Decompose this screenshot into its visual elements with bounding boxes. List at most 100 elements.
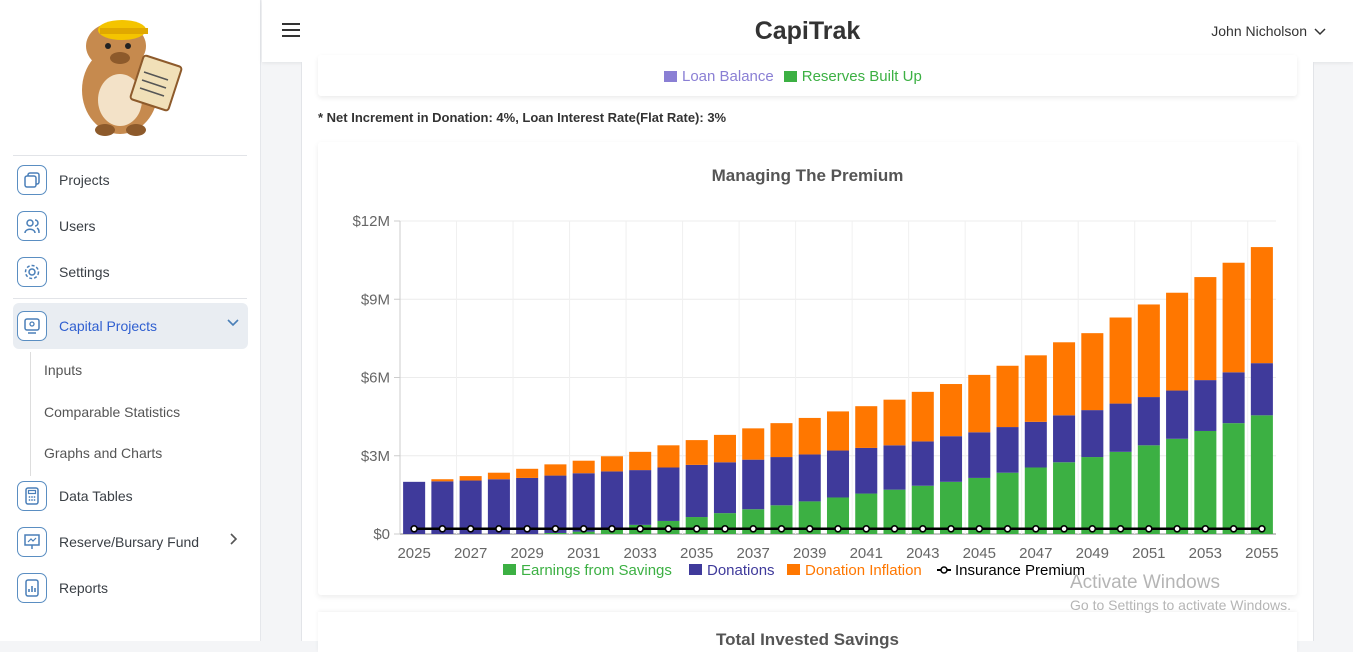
- sidebar-item-capital-projects[interactable]: Capital Projects: [13, 303, 248, 349]
- x-tick-label: 2045: [963, 545, 996, 562]
- bar-donations: [431, 481, 454, 534]
- bar-donations: [1053, 415, 1076, 463]
- bar-donations: [1081, 410, 1104, 458]
- bar-earnings-from-savings: [855, 493, 878, 534]
- x-tick-label: 2049: [1076, 545, 1109, 562]
- sidebar-item-label: Settings: [59, 264, 110, 280]
- legend-label: Loan Balance: [682, 68, 774, 85]
- bar-donation-inflation: [742, 428, 765, 460]
- bar-earnings-from-savings: [996, 472, 1019, 534]
- insurance-premium-point: [749, 524, 758, 533]
- bar-earnings-from-savings: [940, 481, 963, 534]
- bar-donations: [544, 475, 567, 533]
- x-tick-label: 2037: [737, 545, 770, 562]
- calculator-icon: [17, 481, 47, 511]
- topbar: CapiTrak John Nicholson: [262, 0, 1353, 62]
- x-tick-label: 2051: [1132, 545, 1165, 562]
- bar-donation-inflation: [544, 464, 567, 476]
- bar-donations: [403, 481, 426, 534]
- sub-item-graphs-and-charts[interactable]: Graphs and Charts: [44, 445, 163, 461]
- insurance-premium-point: [1229, 524, 1238, 533]
- bar-earnings-from-savings: [1194, 430, 1217, 534]
- bar-donations: [855, 447, 878, 494]
- insurance-premium-point: [1201, 524, 1210, 533]
- bar-donation-inflation: [657, 445, 680, 468]
- bar-earnings-from-savings: [770, 505, 793, 534]
- bar-donation-inflation: [431, 479, 454, 482]
- sidebar-item-reports[interactable]: Reports: [13, 566, 248, 610]
- bar-earnings-from-savings: [798, 501, 821, 534]
- insurance-premium-point: [664, 524, 673, 533]
- hamburger-menu-icon[interactable]: [282, 23, 300, 39]
- insurance-premium-point: [608, 524, 616, 533]
- bar-donation-inflation: [600, 456, 623, 472]
- sidebar-item-data-tables[interactable]: Data Tables: [13, 474, 248, 518]
- chevron-down-icon: [227, 319, 239, 327]
- bar-donations: [1166, 390, 1189, 439]
- bar-donation-inflation: [855, 406, 878, 448]
- gear-icon: [17, 257, 47, 287]
- watermark-line1: Activate Windows: [1070, 572, 1220, 593]
- insurance-premium-point: [918, 524, 927, 533]
- top-chart-legend: Loan Balance Reserves Built Up: [664, 68, 932, 85]
- bar-donation-inflation: [685, 440, 708, 465]
- x-tick-label: 2053: [1189, 545, 1222, 562]
- legend-label: Insurance Premium: [955, 562, 1085, 579]
- user-menu[interactable]: John Nicholson: [1211, 23, 1327, 39]
- insurance-premium-point: [1116, 524, 1125, 533]
- monitor-user-icon: [17, 311, 47, 341]
- sidebar-item-settings[interactable]: Settings: [13, 250, 248, 294]
- bar-donations: [798, 454, 821, 502]
- legend-item-reserves[interactable]: Reserves Built Up: [783, 68, 922, 85]
- insurance-premium-point: [1088, 524, 1097, 533]
- insurance-premium-point: [1060, 524, 1068, 533]
- bar-donation-inflation: [1194, 277, 1217, 381]
- y-tick-label: $0: [373, 526, 390, 543]
- bar-earnings-from-savings: [1222, 423, 1245, 534]
- insurance-premium-point: [1003, 524, 1012, 533]
- bar-earnings-from-savings: [911, 485, 934, 534]
- bar-donations: [968, 432, 991, 478]
- insurance-premium-point: [410, 524, 418, 533]
- loan-chart-card: [318, 55, 1297, 96]
- bar-donations: [600, 471, 623, 529]
- insurance-premium-point: [834, 524, 842, 533]
- sidebar-item-projects[interactable]: Projects: [13, 158, 248, 202]
- x-tick-label: 2035: [680, 545, 713, 562]
- presentation-icon: [17, 527, 47, 557]
- bar-donations: [1024, 421, 1047, 468]
- sidebar-item-users[interactable]: Users: [13, 204, 248, 248]
- bar-donation-inflation: [1053, 342, 1076, 416]
- insurance-premium-point: [636, 524, 644, 533]
- x-tick-label: 2027: [454, 545, 487, 562]
- premium-chart: $0 $3M $6M $9M $12M 2025 2027 2029 2031 2033 2035 2…: [352, 213, 1278, 579]
- insurance-premium-point: [947, 524, 955, 533]
- bar-donations: [911, 441, 934, 486]
- legend-item-loan-balance[interactable]: Loan Balance: [664, 68, 774, 85]
- bar-earnings-from-savings: [1250, 415, 1273, 534]
- sidebar-item-reserve-bursary-fund[interactable]: Reserve/Bursary Fund: [13, 520, 248, 564]
- sub-item-inputs[interactable]: Inputs: [44, 362, 83, 378]
- insurance-premium-point: [1258, 524, 1266, 533]
- windows-activation-watermark: Activate Windows Go to Settings to activ…: [1070, 572, 1291, 613]
- bar-donations: [685, 464, 708, 518]
- y-tick-label: $6M: [361, 370, 390, 387]
- insurance-premium-point: [890, 524, 899, 533]
- legend-swatch: [783, 71, 797, 82]
- chart-title: Managing The Premium: [711, 166, 904, 185]
- insurance-premium-point: [1145, 524, 1153, 533]
- legend-label: Donations: [707, 562, 775, 579]
- bar-earnings-from-savings: [1109, 451, 1132, 534]
- x-tick-label: 2033: [624, 545, 657, 562]
- sub-item-comparable-statistics[interactable]: Comparable Statistics: [44, 404, 181, 420]
- y-tick-label: $3M: [361, 448, 390, 465]
- chevron-down-icon: [1314, 28, 1326, 36]
- savings-chart-title: Total Invested Savings: [716, 630, 899, 649]
- x-tick-label: 2055: [1245, 545, 1278, 562]
- x-tick-label: 2039: [793, 545, 826, 562]
- bar-donations: [826, 450, 850, 498]
- bar-earnings-from-savings: [1024, 467, 1047, 534]
- x-tick-label: 2041: [850, 545, 883, 562]
- copy-icon: [17, 165, 47, 195]
- report-icon: [17, 573, 47, 603]
